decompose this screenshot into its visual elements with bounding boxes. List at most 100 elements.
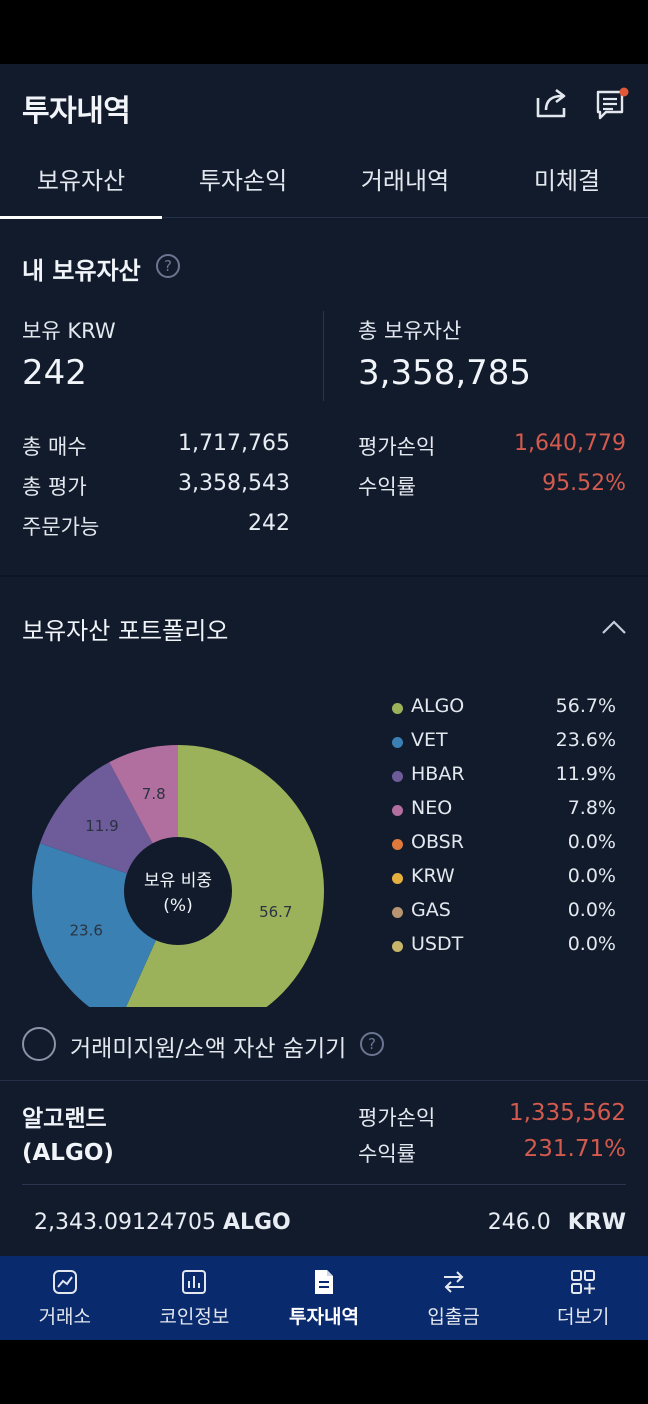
my-assets-section: 내 보유자산 ? 보유 KRW 242 총 보유자산 3,358,785 총 매… [0,219,648,575]
tab-holdings[interactable]: 보유자산 [0,148,162,219]
portfolio-legend: ALGO 56.7% VET 23.6% HBAR 11.9% NEO 7.8%… [390,693,616,965]
portfolio-donut-chart: 보유 비중 (%) 56.7 23.6 11.9 7.8 [31,745,325,1037]
nav-more[interactable]: 더보기 [518,1256,648,1340]
legend-pct: 0.0% [567,933,616,955]
holding-quantity-value: 2,343.09124705 [34,1210,216,1235]
nav-coin-info[interactable]: 코인정보 [130,1256,260,1340]
coin-pl-value: 1,335,562 [508,1100,626,1126]
legend-item-obsr: OBSR 0.0% [390,829,616,863]
coin-return-value: 231.71% [523,1136,626,1162]
app-header: 투자내역 [0,64,648,148]
system-nav-bar [0,1340,648,1404]
chart-line-icon [52,1270,77,1294]
return-rate-value: 95.52% [542,471,626,496]
nav-investments-label: 투자내역 [289,1306,359,1328]
orderable-value: 242 [248,511,290,536]
legend-pct: 0.0% [567,865,616,887]
pie-label-vet: 23.6 [70,922,103,940]
legend-name: OBSR [411,831,464,853]
orderable-label: 주문가능 [22,515,100,539]
legend-item-usdt: USDT 0.0% [390,931,616,965]
status-bar [0,0,648,64]
krw-label: 보유 KRW [22,319,116,343]
legend-item-neo: NEO 7.8% [390,795,616,829]
total-buy-value: 1,717,765 [178,431,290,456]
pie-label-hbar: 11.9 [85,817,118,835]
holding-quantity-unit: ALGO [222,1210,291,1235]
grid-plus-icon [571,1270,596,1294]
nav-exchange[interactable]: 거래소 [0,1256,130,1340]
pie-label-neo: 7.8 [142,785,166,803]
return-rate-label: 수익률 [358,475,416,499]
bar-chart-icon [182,1270,207,1294]
coin-return-label: 수익률 [358,1142,416,1166]
hide-small-assets-label[interactable]: 거래미지원/소액 자산 숨기기 [70,1036,347,1062]
legend-dot [392,737,403,748]
share-icon[interactable] [532,84,572,124]
coin-pl-label: 평가손익 [358,1106,436,1130]
eval-pl-value: 1,640,779 [514,431,626,456]
legend-pct: 0.0% [567,899,616,921]
legend-name: VET [411,729,448,751]
total-eval-value: 3,358,543 [178,471,290,496]
tab-profit-loss[interactable]: 투자손익 [198,167,288,195]
chart-center-unit: (%) [163,896,192,916]
app-screen: 투자내역 보유자산 투자손익 거래내역 미체결 내 보유자산 ? 보유 K [0,64,648,1340]
avg-price-unit: KRW [567,1210,626,1235]
pie-label-algo: 56.7 [259,903,292,921]
legend-item-vet: VET 23.6% [390,727,616,761]
legend-name: GAS [411,899,451,921]
legend-dot [392,805,403,816]
legend-pct: 0.0% [567,831,616,853]
legend-name: ALGO [411,695,465,717]
legend-dot [392,941,403,952]
notice-chat-icon[interactable] [592,84,632,124]
help-icon[interactable]: ? [360,1032,384,1056]
avg-price-value: 246.0 [487,1210,551,1235]
total-assets-label: 총 보유자산 [358,319,462,343]
nav-investments[interactable]: 투자내역 [259,1256,389,1340]
coin-symbol: (ALGO) [22,1140,114,1166]
holding-quantity: 2,343.09124705 ALGO [34,1210,291,1235]
legend-pct: 11.9% [555,763,616,785]
hide-small-assets-row[interactable]: 거래미지원/소액 자산 숨기기 ? [0,1007,648,1081]
chevron-up-icon[interactable] [600,617,628,637]
total-buy-label: 총 매수 [22,435,87,459]
legend-item-gas: GAS 0.0% [390,897,616,931]
my-assets-title: 내 보유자산 [22,257,141,285]
tab-open-orders[interactable]: 미체결 [533,167,601,195]
portfolio-section: 보유자산 포트폴리오 보유 비중 (%) 56.7 23.6 11.9 7.8 ALG… [0,577,648,1037]
legend-name: KRW [411,865,455,887]
coin-name: 알고랜드 (ALGO) [22,1102,114,1170]
legend-name: USDT [411,933,464,955]
nav-more-label: 더보기 [556,1306,610,1328]
total-eval-label: 총 평가 [22,475,87,499]
nav-deposit-withdraw[interactable]: 입출금 [389,1256,519,1340]
legend-dot [392,771,403,782]
legend-pct: 7.8% [567,797,616,819]
legend-dot [392,839,403,850]
section-divider [0,575,648,577]
tab-transactions[interactable]: 거래내역 [360,167,450,195]
portfolio-title: 보유자산 포트폴리오 [22,617,229,645]
tab-bar: 보유자산 투자손익 거래내역 미체결 [0,148,648,219]
help-icon[interactable]: ? [156,254,180,278]
total-assets-value: 3,358,785 [358,353,532,393]
legend-item-hbar: HBAR 11.9% [390,761,616,795]
chart-center-label: 보유 비중 [144,871,212,891]
legend-name: HBAR [411,763,465,785]
legend-item-krw: KRW 0.0% [390,863,616,897]
legend-pct: 56.7% [555,695,616,717]
hide-small-assets-checkbox[interactable] [22,1027,56,1061]
coin-korean-name: 알고랜드 [22,1106,107,1132]
coin-holding-card[interactable]: 알고랜드 (ALGO) 평가손익 1,335,562 수익률 231.71% 2… [0,1082,648,1256]
divider [22,1184,626,1185]
page-title: 투자내역 [22,94,131,129]
nav-coin-info-label: 코인정보 [159,1306,230,1328]
legend-pct: 23.6% [555,729,616,751]
divider [323,311,324,401]
legend-item-algo: ALGO 56.7% [390,693,616,727]
nav-deposit-withdraw-label: 입출금 [427,1306,480,1328]
legend-dot [392,703,403,714]
legend-name: NEO [411,797,453,819]
